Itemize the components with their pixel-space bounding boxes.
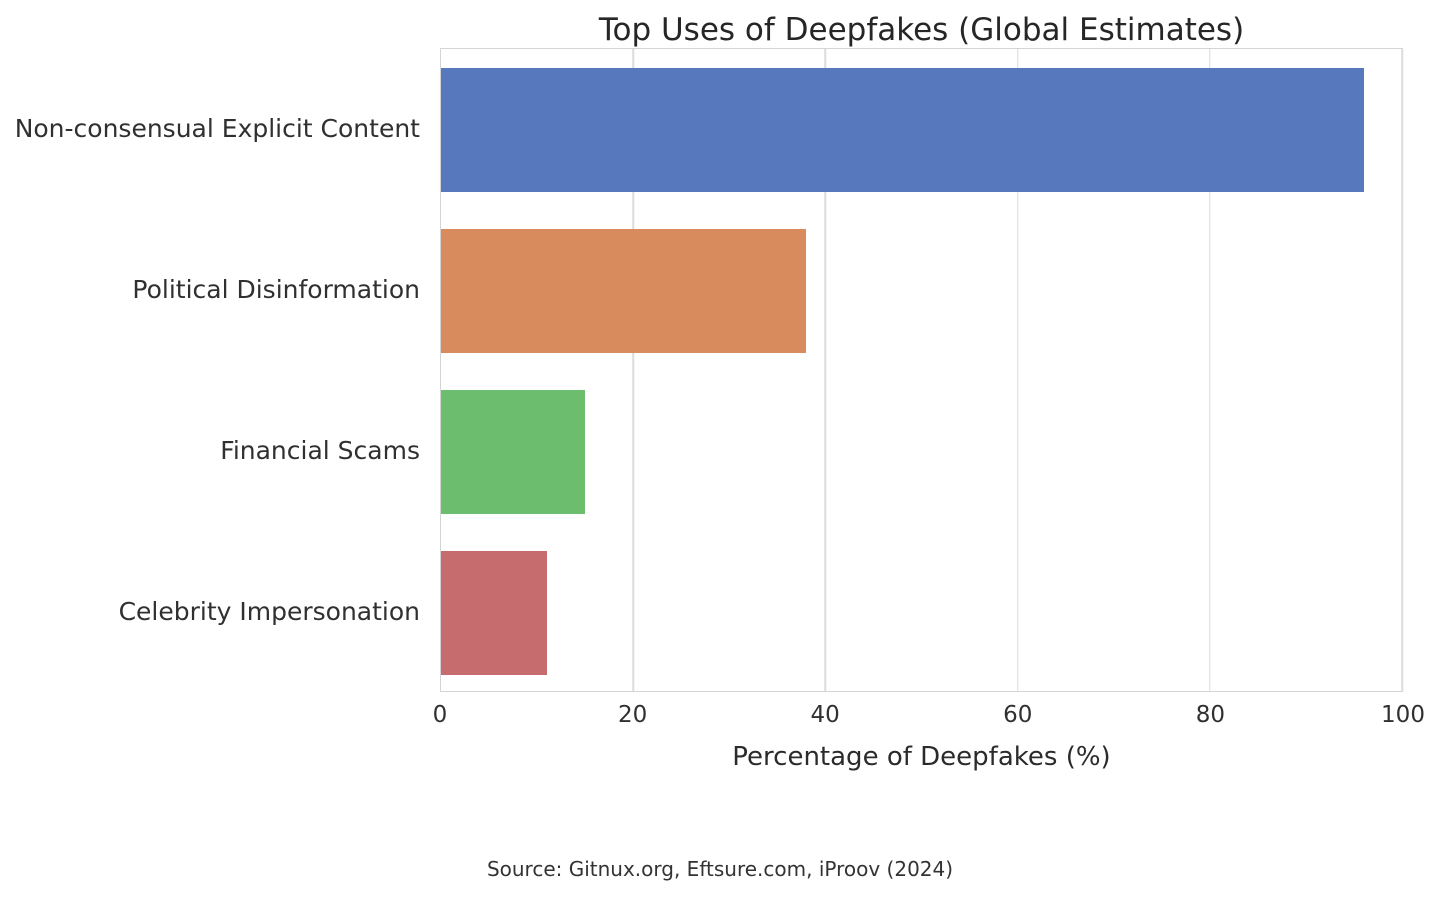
chart-title: Top Uses of Deepfakes (Global Estimates) [598,12,1245,48]
y-axis-category-label: Celebrity Impersonation [118,597,420,626]
bar [441,228,807,353]
gridline [1209,49,1211,691]
x-tick-label: 0 [432,702,448,728]
y-axis-category-label: Financial Scams [220,436,420,465]
x-axis: 0 20 40 60 80 100 [433,702,1425,736]
x-tick-label: 100 [1381,702,1425,728]
bar [441,550,547,675]
y-axis-category-label: Political Disinformation [132,275,420,304]
gridline [1401,49,1403,691]
x-tick-label: 80 [1195,702,1226,728]
source-note: Source: Gitnux.org, Eftsure.com, iProov … [486,857,954,881]
gridline [632,49,634,691]
x-tick-label: 60 [1003,702,1033,728]
y-axis-category-label: Non-consensual Explicit Content [14,114,420,143]
gridline [824,49,827,691]
bar [441,389,586,514]
plot-area [440,48,1403,692]
bar [441,67,1364,192]
x-tick-label: 40 [810,702,840,728]
x-tick-label: 20 [617,702,648,728]
gridline [1016,49,1019,691]
x-axis-title: Percentage of Deepfakes (%) [732,742,1111,772]
y-axis-labels: Non-consensual Explicit Content Political… [0,48,420,692]
